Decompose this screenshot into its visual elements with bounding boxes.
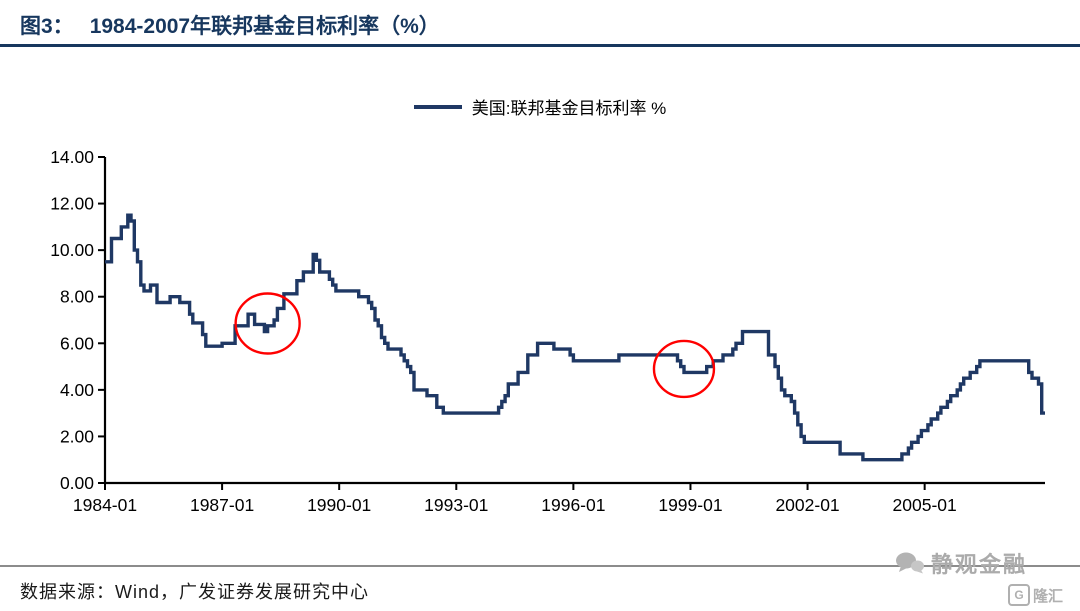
x-tick-label: 1990-01	[307, 495, 371, 515]
chart-legend: 美国:联邦基金目标利率 %	[0, 94, 1080, 119]
y-tick-label: 8.00	[60, 287, 94, 307]
y-tick-label: 10.00	[50, 240, 94, 260]
footer-divider	[0, 565, 1080, 567]
legend-label: 美国:联邦基金目标利率 %	[471, 99, 667, 118]
annotation-circle	[652, 339, 716, 399]
gelonghui-logo-text: 隆汇	[1033, 587, 1064, 605]
figure-number: 图3：	[20, 15, 74, 38]
y-tick-label: 0.00	[60, 473, 94, 493]
chat-bubbles-icon	[896, 552, 924, 574]
x-tick-label: 2002-01	[775, 495, 839, 515]
x-tick-label: 1984-01	[73, 495, 137, 515]
gelonghui-badge-icon: G	[1008, 584, 1030, 606]
x-tick-label: 1999-01	[658, 495, 722, 515]
title-underline	[0, 44, 1080, 47]
watermark-text: 静观金融	[931, 552, 1028, 577]
x-tick-label: 1996-01	[541, 495, 605, 515]
legend-line-swatch	[413, 104, 462, 109]
watermark: 静观金融	[895, 547, 1027, 579]
annotation-circle	[234, 292, 301, 355]
x-tick-label: 1993-01	[424, 495, 488, 515]
figure-header: 图3： 1984-2007年联邦基金目标利率（%）	[0, 10, 1080, 46]
chart-area: 0.00 2.00 4.00 6.00 8.00 10.00 12.00 14.00 1984-…	[0, 138, 1080, 520]
y-tick-label: 14.00	[50, 147, 94, 167]
data-source: 数据来源：Wind，广发证券发展研究中心	[20, 582, 370, 602]
y-tick-label: 6.00	[60, 333, 94, 353]
page-title: 1984-2007年联邦基金目标利率（%）	[89, 15, 440, 38]
fed-funds-rate-chart: 0.00 2.00 4.00 6.00 8.00 10.00 12.00 14.00 1984-…	[50, 147, 1045, 515]
rate-step-line	[105, 213, 1045, 462]
y-tick-label: 4.00	[60, 380, 94, 400]
gelonghui-logo: G 隆汇	[1008, 584, 1063, 606]
x-tick-label: 2005-01	[893, 495, 957, 515]
y-tick-label: 12.00	[50, 194, 94, 214]
y-tick-label: 2.00	[60, 426, 94, 446]
figure-title: 图3： 1984-2007年联邦基金目标利率（%）	[0, 10, 1080, 40]
x-tick-label: 1987-01	[190, 495, 254, 515]
